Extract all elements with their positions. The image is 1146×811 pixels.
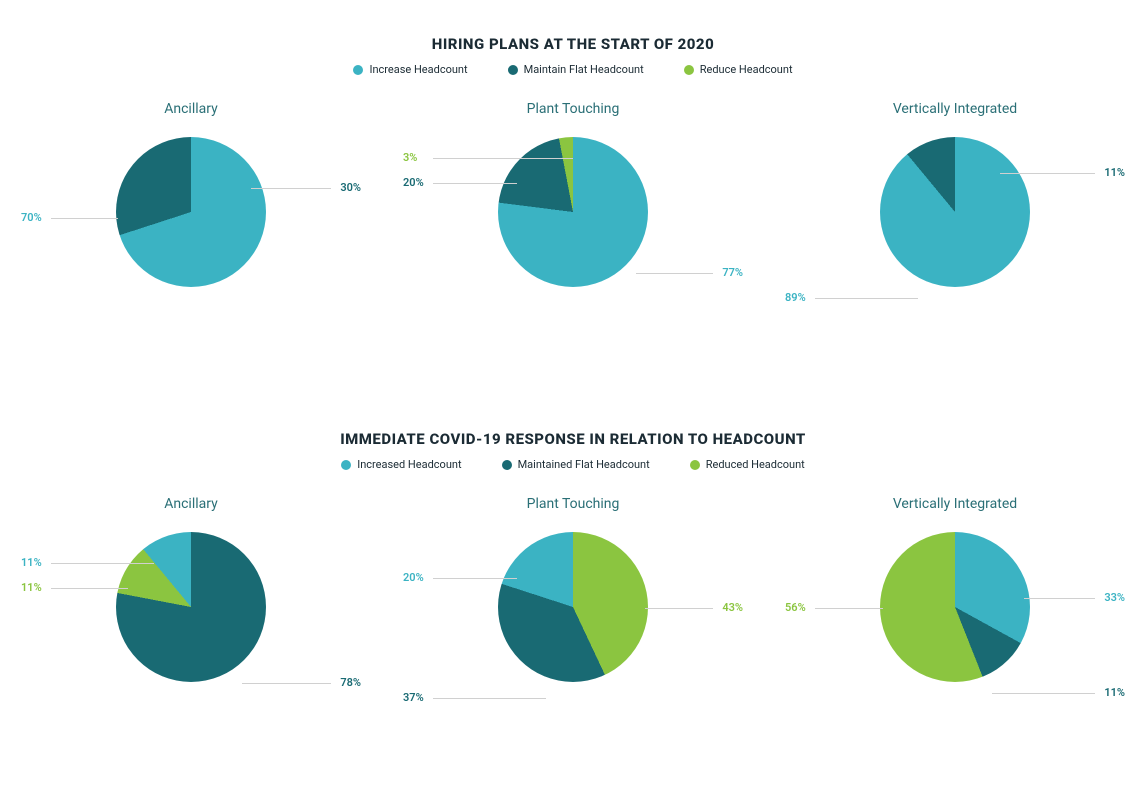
legend-item: Reduce Headcount bbox=[684, 63, 793, 76]
pie-callout-label: 20% bbox=[403, 176, 424, 189]
callout-line bbox=[815, 298, 918, 299]
callout-line bbox=[433, 183, 517, 184]
section1-legend: Increase Headcount Maintain Flat Headcoun… bbox=[0, 63, 1146, 76]
callout-line bbox=[251, 188, 331, 189]
callout-line bbox=[1024, 598, 1095, 599]
legend-label: Increased Headcount bbox=[357, 458, 461, 471]
pie-callout-label: 11% bbox=[1104, 686, 1125, 699]
callout-line bbox=[636, 273, 713, 274]
pie-callout-label: 89% bbox=[785, 291, 806, 304]
pie-callout-label: 43% bbox=[722, 601, 743, 614]
canvas: HIRING PLANS AT THE START OF 2020 Increa… bbox=[0, 0, 1146, 811]
pie-callout: 11% bbox=[1104, 686, 1125, 699]
chart-title: Ancillary bbox=[11, 496, 371, 512]
callout-line bbox=[992, 693, 1095, 694]
callout-line bbox=[1000, 173, 1095, 174]
callout-line bbox=[815, 608, 883, 609]
chart-title: Plant Touching bbox=[393, 101, 753, 117]
callout-line bbox=[433, 158, 573, 159]
chart-cell: Plant Touching 77% 20% 3% bbox=[393, 101, 753, 327]
pie-chart bbox=[880, 137, 1030, 287]
legend-swatch bbox=[508, 65, 518, 75]
chart-cell: Vertically Integrated 33% 11% 56% bbox=[775, 496, 1135, 722]
callout-line bbox=[51, 588, 128, 589]
pie-callout-label: 11% bbox=[1104, 166, 1125, 179]
pie-callout-label: 11% bbox=[21, 556, 42, 569]
section2-row: Ancillary 78% 11% 11% Plant Touching 43% 37% 20… bbox=[0, 496, 1146, 722]
pie-wrap: 70% 30% bbox=[11, 137, 371, 327]
pie-callout: 70% bbox=[21, 211, 46, 224]
pie-callout-label: 77% bbox=[722, 266, 743, 279]
pie-callout: 11% bbox=[1104, 166, 1125, 179]
legend-item: Maintained Flat Headcount bbox=[502, 458, 650, 471]
section1-title: HIRING PLANS AT THE START OF 2020 bbox=[0, 35, 1146, 53]
pie-callout: 78% bbox=[340, 676, 361, 689]
callout-line bbox=[242, 683, 331, 684]
pie-callout: 20% bbox=[403, 176, 428, 189]
section2-legend: Increased Headcount Maintained Flat Headc… bbox=[0, 458, 1146, 471]
callout-line bbox=[51, 218, 118, 219]
callout-line bbox=[645, 608, 713, 609]
pie-callout: 77% bbox=[722, 266, 743, 279]
pie-callout-label: 37% bbox=[403, 691, 424, 704]
pie-wrap: 89% 11% bbox=[775, 137, 1135, 327]
pie-chart bbox=[880, 532, 1030, 682]
chart-cell: Plant Touching 43% 37% 20% bbox=[393, 496, 753, 722]
legend-swatch bbox=[353, 65, 363, 75]
chart-title: Ancillary bbox=[11, 101, 371, 117]
chart-title: Vertically Integrated bbox=[775, 496, 1135, 512]
pie-callout: 30% bbox=[340, 181, 361, 194]
pie-wrap: 77% 20% 3% bbox=[393, 137, 753, 327]
legend-swatch bbox=[341, 460, 351, 470]
pie-callout: 56% bbox=[785, 601, 810, 614]
legend-label: Increase Headcount bbox=[369, 63, 467, 76]
legend-item: Reduced Headcount bbox=[690, 458, 805, 471]
legend-label: Maintain Flat Headcount bbox=[524, 63, 644, 76]
pie-wrap: 33% 11% 56% bbox=[775, 532, 1135, 722]
chart-cell: Ancillary 70% 30% bbox=[11, 101, 371, 327]
pie-chart bbox=[116, 532, 266, 682]
pie-callout: 20% bbox=[403, 571, 428, 584]
chart-title: Plant Touching bbox=[393, 496, 753, 512]
pie-callout: 11% bbox=[21, 581, 46, 594]
pie-wrap: 78% 11% 11% bbox=[11, 532, 371, 722]
pie-callout-label: 56% bbox=[785, 601, 806, 614]
legend-item: Increase Headcount bbox=[353, 63, 467, 76]
legend-item: Maintain Flat Headcount bbox=[508, 63, 644, 76]
legend-swatch bbox=[502, 460, 512, 470]
section-covid-response: IMMEDIATE COVID-19 RESPONSE IN RELATION … bbox=[0, 430, 1146, 722]
pie-callout: 43% bbox=[722, 601, 743, 614]
chart-title: Vertically Integrated bbox=[775, 101, 1135, 117]
pie-callout: 89% bbox=[785, 291, 810, 304]
section-hiring-plans: HIRING PLANS AT THE START OF 2020 Increa… bbox=[0, 35, 1146, 327]
legend-label: Reduced Headcount bbox=[706, 458, 805, 471]
callout-line bbox=[51, 563, 154, 564]
pie-callout: 37% bbox=[403, 691, 428, 704]
section1-row: Ancillary 70% 30% Plant Touching 77% 20% 3% Ver… bbox=[0, 101, 1146, 327]
pie-callout-label: 70% bbox=[21, 211, 42, 224]
pie-callout-label: 11% bbox=[21, 581, 42, 594]
pie-callout-label: 78% bbox=[340, 676, 361, 689]
chart-cell: Vertically Integrated 89% 11% bbox=[775, 101, 1135, 327]
pie-callout-label: 3% bbox=[403, 151, 417, 164]
legend-swatch bbox=[684, 65, 694, 75]
callout-line bbox=[433, 578, 517, 579]
pie-callout-label: 30% bbox=[340, 181, 361, 194]
pie-callout: 33% bbox=[1104, 591, 1125, 604]
pie-callout-label: 20% bbox=[403, 571, 424, 584]
legend-item: Increased Headcount bbox=[341, 458, 461, 471]
pie-callout: 3% bbox=[403, 151, 421, 164]
legend-swatch bbox=[690, 460, 700, 470]
section2-title: IMMEDIATE COVID-19 RESPONSE IN RELATION … bbox=[0, 430, 1146, 448]
pie-chart bbox=[498, 137, 648, 287]
pie-callout: 11% bbox=[21, 556, 46, 569]
pie-callout-label: 33% bbox=[1104, 591, 1125, 604]
callout-line bbox=[433, 698, 546, 699]
pie-chart bbox=[116, 137, 266, 287]
chart-cell: Ancillary 78% 11% 11% bbox=[11, 496, 371, 722]
pie-wrap: 43% 37% 20% bbox=[393, 532, 753, 722]
legend-label: Reduce Headcount bbox=[700, 63, 793, 76]
legend-label: Maintained Flat Headcount bbox=[518, 458, 650, 471]
pie-chart bbox=[498, 532, 648, 682]
